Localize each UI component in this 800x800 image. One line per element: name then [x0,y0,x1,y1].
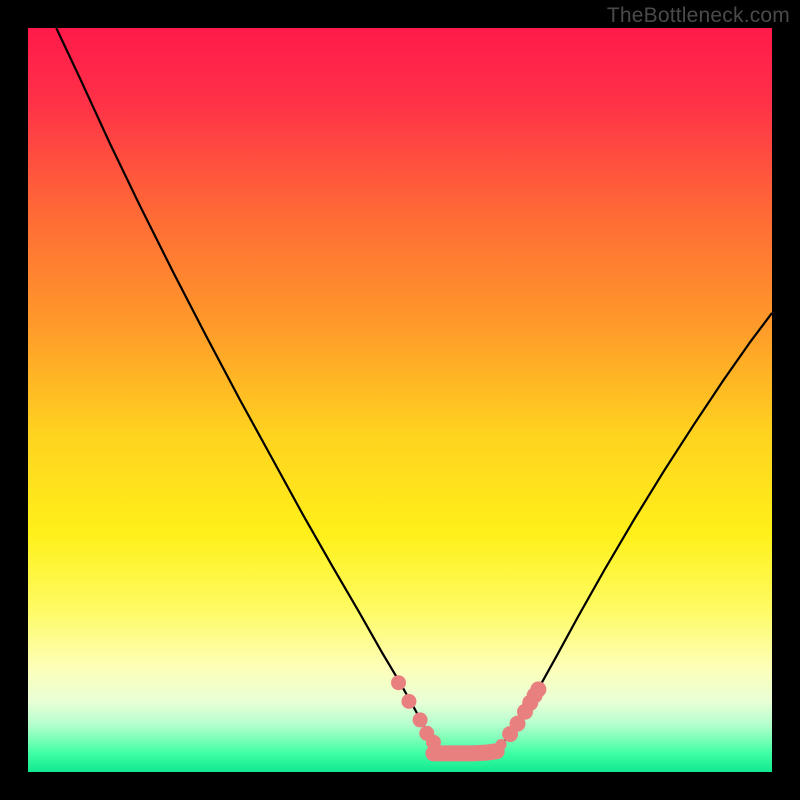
highlight-dot [401,694,416,709]
watermark-text: TheBottleneck.com [607,4,790,28]
highlight-dot [496,739,507,750]
gradient-background [28,28,772,772]
highlight-run [433,751,496,753]
highlight-dot [530,681,546,697]
chart-frame: TheBottleneck.com [0,0,800,800]
chart-svg [0,0,800,800]
highlight-dot [391,675,406,690]
plot-area [0,0,800,800]
highlight-dot [413,712,428,727]
